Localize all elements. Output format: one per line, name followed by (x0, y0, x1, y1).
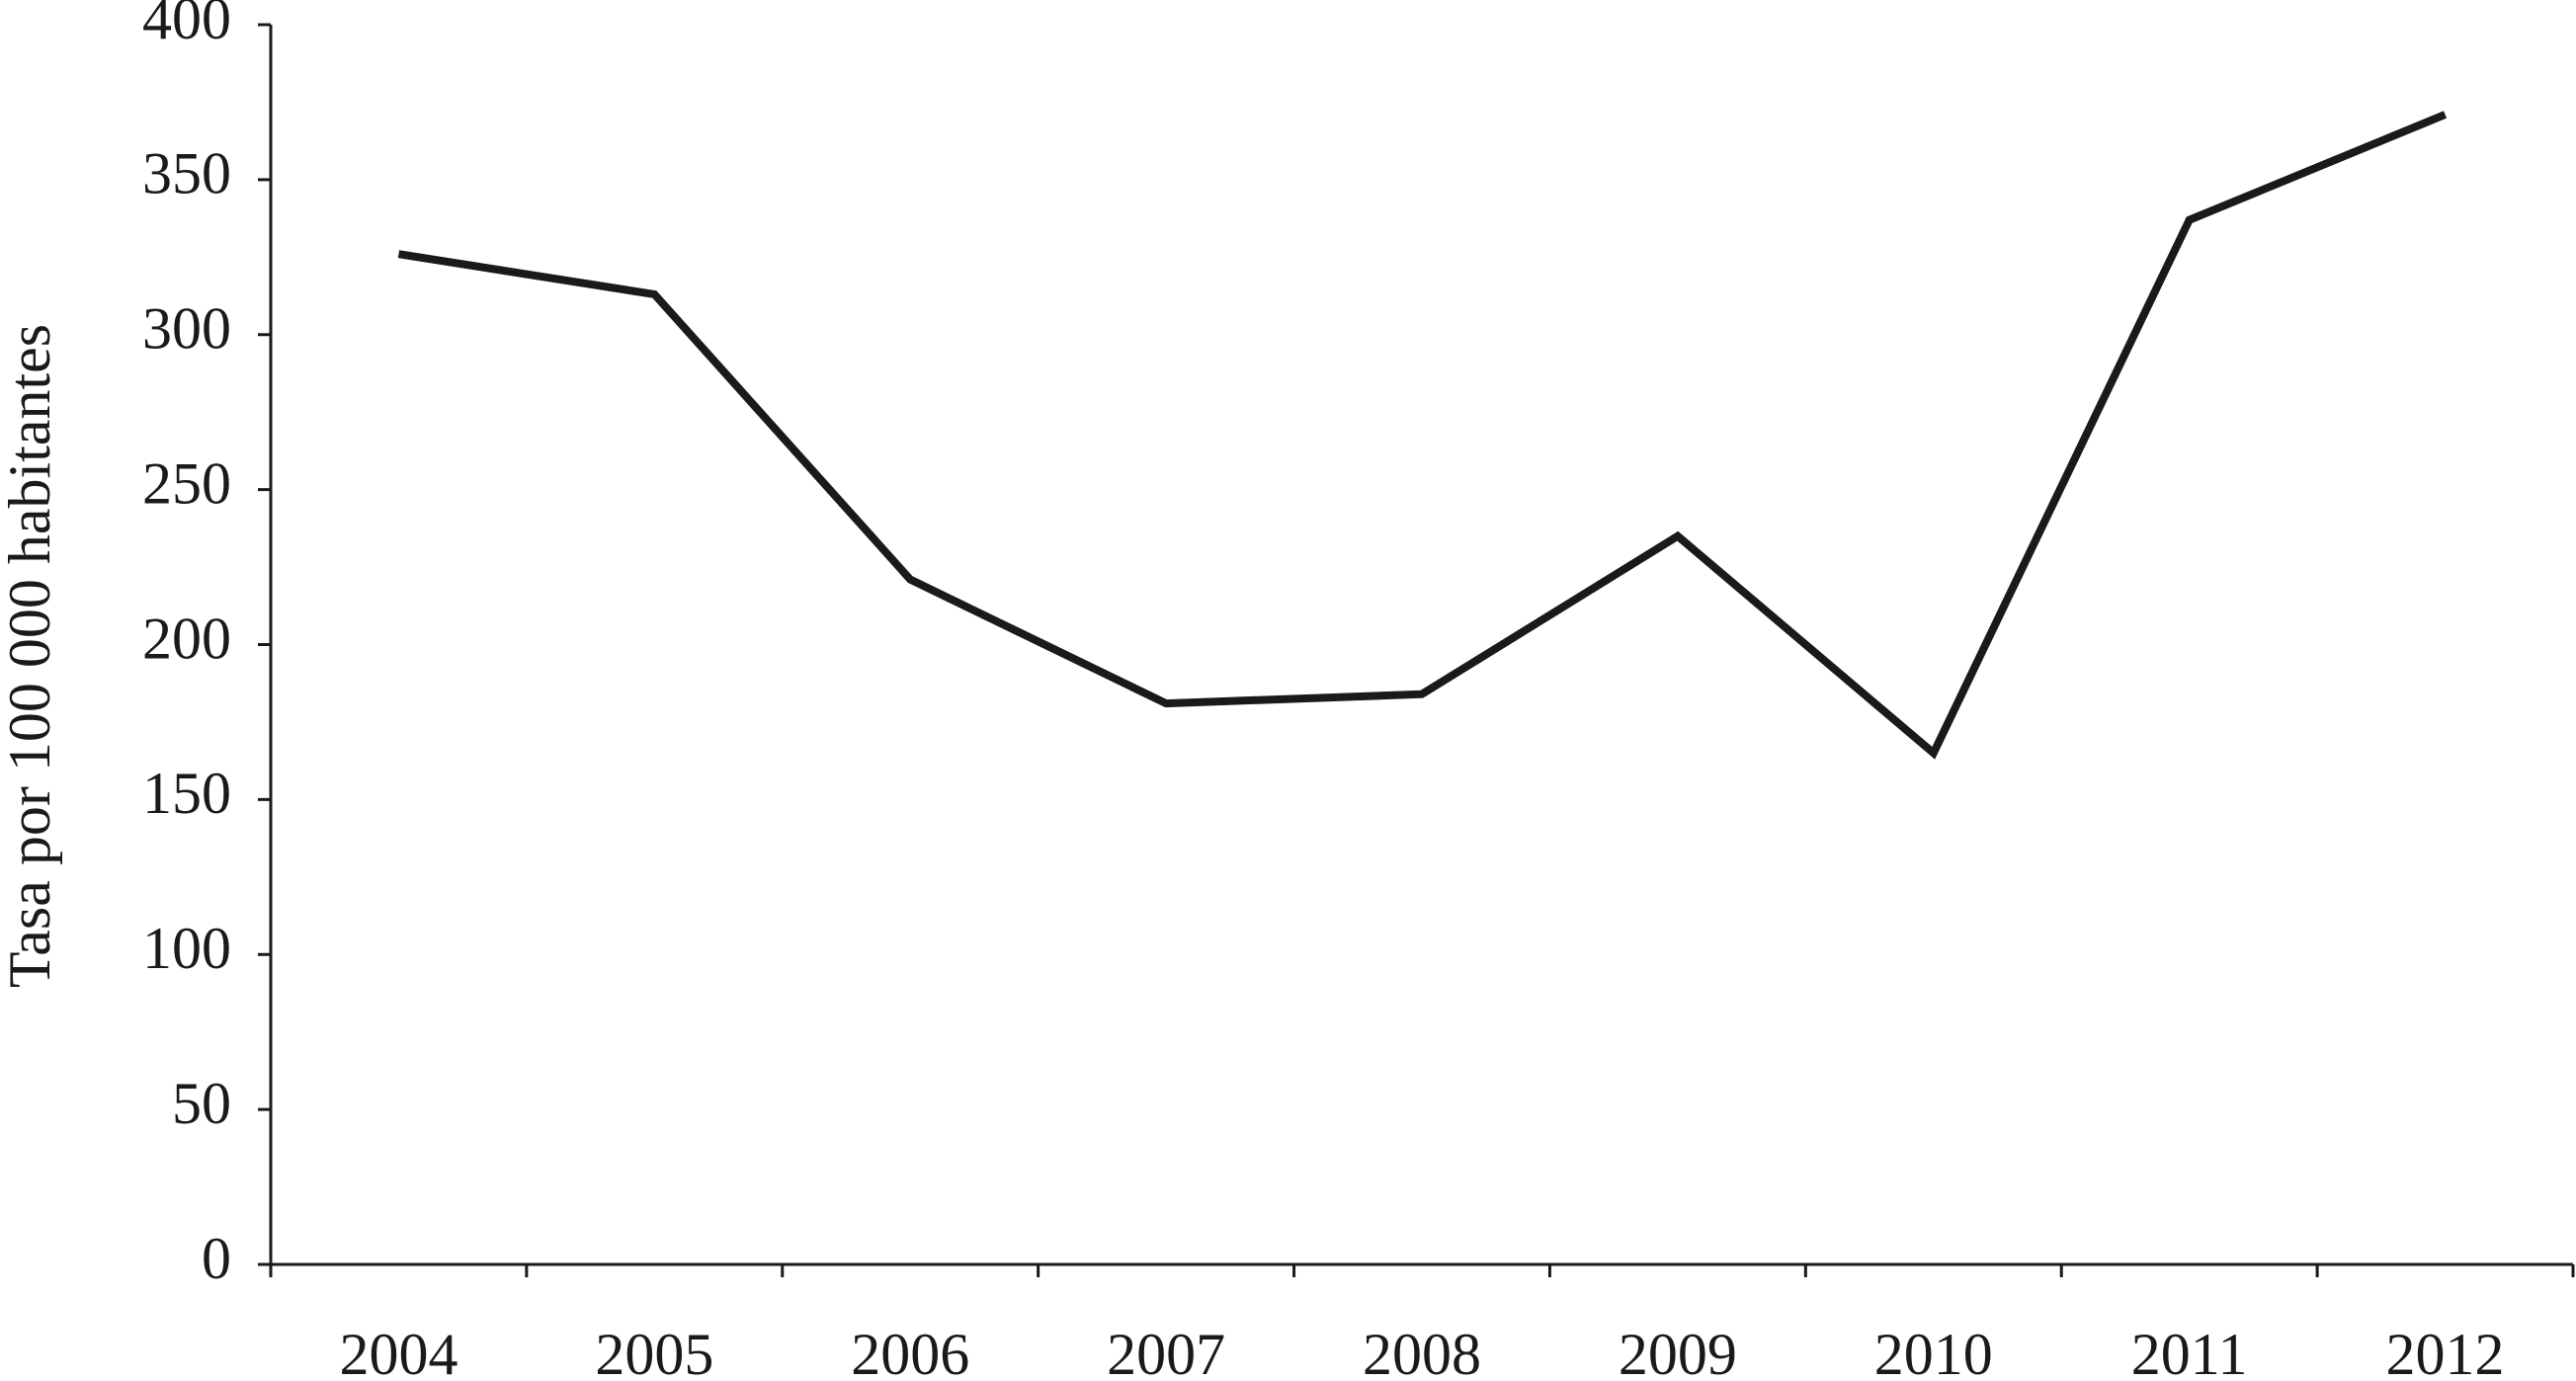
y-tick-label: 350 (142, 141, 231, 206)
x-tick-label: 2010 (1874, 1322, 1993, 1381)
y-tick-label: 0 (202, 1226, 231, 1291)
x-tick-label: 2006 (851, 1322, 969, 1381)
x-tick-label: 2008 (1363, 1322, 1481, 1381)
x-tick-label: 2012 (2386, 1322, 2505, 1381)
y-tick-label: 100 (142, 916, 231, 981)
y-axis-label: Tasa por 100 000 habitantes (0, 324, 62, 988)
y-tick-label: 250 (142, 450, 231, 516)
x-tick-label: 2009 (1619, 1322, 1737, 1381)
x-tick-label: 2004 (339, 1322, 457, 1381)
y-tick-label: 200 (142, 606, 231, 671)
y-tick-label: 400 (142, 0, 231, 51)
data-line (397, 111, 2448, 760)
y-tick-label: 50 (172, 1071, 231, 1136)
y-tick-label: 150 (142, 761, 231, 826)
x-tick-label: 2007 (1107, 1322, 1225, 1381)
x-tick-label: 2005 (595, 1322, 713, 1381)
y-tick-label: 300 (142, 296, 231, 362)
x-tick-label: 2011 (2131, 1322, 2248, 1381)
